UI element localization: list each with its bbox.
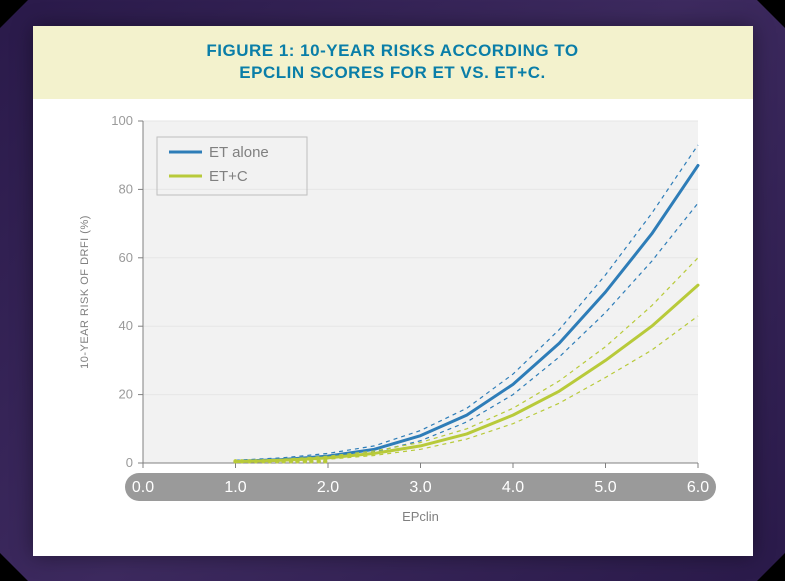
svg-text:4.0: 4.0: [501, 479, 523, 496]
svg-text:20: 20: [118, 387, 132, 402]
chart-container: 0 20 40 60 80 100 0.0 1.0 2.0 3.0 4.0 5.0 6.0 EPclin 1…: [33, 99, 753, 555]
svg-text:5.0: 5.0: [594, 479, 616, 496]
svg-text:2.0: 2.0: [316, 479, 338, 496]
svg-text:40: 40: [118, 319, 132, 334]
figure-card: FIGURE 1: 10-YEAR RISKS ACCORDING TO EPC…: [33, 26, 753, 556]
svg-text:ET alone: ET alone: [209, 144, 269, 161]
svg-text:0: 0: [125, 455, 132, 470]
title-line-1: FIGURE 1: 10-YEAR RISKS ACCORDING TO: [53, 40, 733, 63]
svg-text:60: 60: [118, 250, 132, 265]
svg-text:0.0: 0.0: [131, 479, 153, 496]
svg-text:100: 100: [111, 113, 133, 128]
svg-text:6.0: 6.0: [686, 479, 708, 496]
figure-title-bar: FIGURE 1: 10-YEAR RISKS ACCORDING TO EPC…: [33, 26, 753, 100]
svg-text:EPclin: EPclin: [402, 509, 439, 524]
svg-text:10-YEAR RISK OF DRFI (%): 10-YEAR RISK OF DRFI (%): [79, 216, 91, 370]
risk-chart: 0 20 40 60 80 100 0.0 1.0 2.0 3.0 4.0 5.0 6.0 EPclin 1…: [58, 107, 728, 537]
svg-text:3.0: 3.0: [409, 479, 431, 496]
svg-text:1.0: 1.0: [224, 479, 246, 496]
svg-text:ET+C: ET+C: [209, 168, 248, 185]
title-line-2: EPCLIN SCORES FOR ET VS. ET+C.: [53, 62, 733, 85]
svg-text:80: 80: [118, 182, 132, 197]
